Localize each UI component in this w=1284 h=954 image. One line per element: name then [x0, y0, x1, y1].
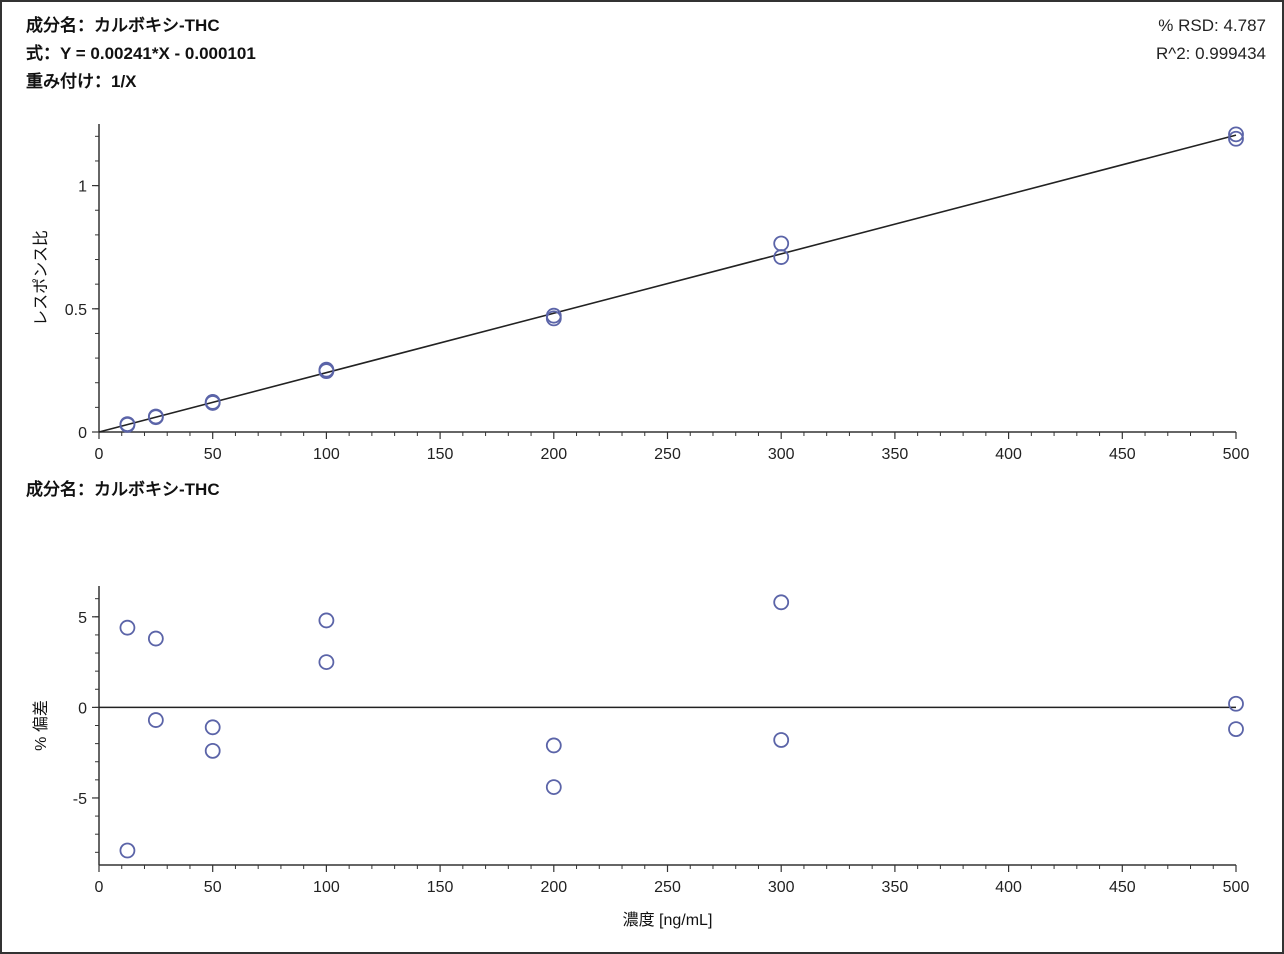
regression-line: [98, 134, 1237, 433]
data-point: [545, 779, 562, 795]
data-point: [147, 409, 164, 426]
data-point: [119, 619, 136, 636]
x-tick-label: 200: [540, 446, 567, 463]
weighting-label: 重み付け：1/X: [26, 72, 137, 91]
x-tick-label: 400: [995, 879, 1022, 896]
data-point: [119, 416, 136, 433]
data-point: [147, 712, 164, 728]
r-squared-value: R^2: 0.999434: [1155, 44, 1266, 63]
data-point: [204, 742, 221, 759]
x-tick-label: 150: [427, 446, 454, 463]
data-point: [773, 249, 790, 265]
data-point: [1228, 695, 1244, 712]
calibration-equation: 式：Y = 0.00241*X - 0.000101: [26, 44, 256, 63]
data-point: [545, 737, 562, 754]
x-tick-label: 100: [313, 879, 340, 896]
x-tick-label: 500: [1223, 879, 1250, 896]
x-tick-label: 250: [654, 879, 681, 896]
y-tick-label: 1: [78, 179, 87, 196]
data-point: [773, 732, 790, 748]
component-title: 成分名：カルボキシ-THC: [26, 16, 220, 35]
data-point: [773, 594, 790, 611]
rsd-value: % RSD: 4.787: [1158, 16, 1266, 35]
x-tick-label: 500: [1223, 446, 1250, 463]
x-tick-label: 250: [654, 446, 681, 463]
y-tick-label: 0: [78, 425, 87, 442]
x-axis-label: 濃度 [ng/mL]: [623, 911, 713, 929]
x-tick-label: 100: [313, 446, 340, 463]
x-tick-label: 0: [95, 879, 104, 896]
residual-component-title: 成分名：カルボキシ-THC: [26, 480, 220, 499]
x-tick-label: 300: [768, 879, 795, 896]
data-point: [204, 719, 221, 736]
x-tick-label: 350: [882, 879, 909, 896]
data-point: [204, 395, 221, 411]
x-tick-label: 200: [540, 879, 567, 896]
y-tick-label: 0.5: [65, 302, 87, 319]
data-point: [545, 310, 562, 327]
data-point: [119, 842, 136, 859]
data-point: [1228, 126, 1244, 143]
x-tick-label: 300: [768, 446, 795, 463]
x-tick-label: 350: [882, 446, 909, 463]
x-tick-label: 50: [204, 446, 222, 463]
data-point: [773, 235, 790, 252]
data-point: [1228, 721, 1244, 738]
x-tick-label: 50: [204, 879, 222, 896]
x-tick-label: 400: [995, 446, 1022, 463]
x-tick-label: 450: [1109, 446, 1136, 463]
data-point: [318, 612, 335, 629]
data-point: [1228, 130, 1244, 147]
x-tick-label: 450: [1109, 879, 1136, 896]
residual-plot: 0 50 100 150 200 250 300 350 400 450 500 -5 0 5 % 偏差濃度…: [32, 586, 1249, 929]
data-point: [147, 630, 164, 647]
data-point: [318, 363, 335, 380]
y-tick-label: -5: [73, 791, 87, 808]
calibration-plot: 0 50 100 150 200 250 300 350 400 450 500 0 0.5 1 レスポンス…: [32, 124, 1249, 463]
y-tick-label: 0: [78, 700, 87, 717]
x-tick-label: 150: [427, 879, 454, 896]
x-tick-label: 0: [95, 446, 104, 463]
data-point: [318, 654, 335, 670]
y-axis-label: レスポンス比: [32, 230, 50, 326]
y-axis-label: % 偏差: [32, 700, 50, 751]
y-tick-label: 5: [78, 610, 87, 627]
